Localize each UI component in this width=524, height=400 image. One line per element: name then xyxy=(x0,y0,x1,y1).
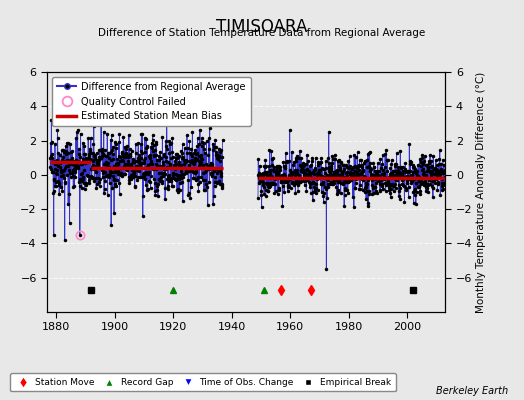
Text: TIMISOARA: TIMISOARA xyxy=(216,18,308,36)
Legend: Station Move, Record Gap, Time of Obs. Change, Empirical Break: Station Move, Record Gap, Time of Obs. C… xyxy=(10,374,396,392)
Legend: Difference from Regional Average, Quality Control Failed, Estimated Station Mean: Difference from Regional Average, Qualit… xyxy=(52,77,250,126)
Y-axis label: Monthly Temperature Anomaly Difference (°C): Monthly Temperature Anomaly Difference (… xyxy=(476,71,486,313)
Text: Difference of Station Temperature Data from Regional Average: Difference of Station Temperature Data f… xyxy=(99,28,425,38)
Text: Berkeley Earth: Berkeley Earth xyxy=(436,386,508,396)
